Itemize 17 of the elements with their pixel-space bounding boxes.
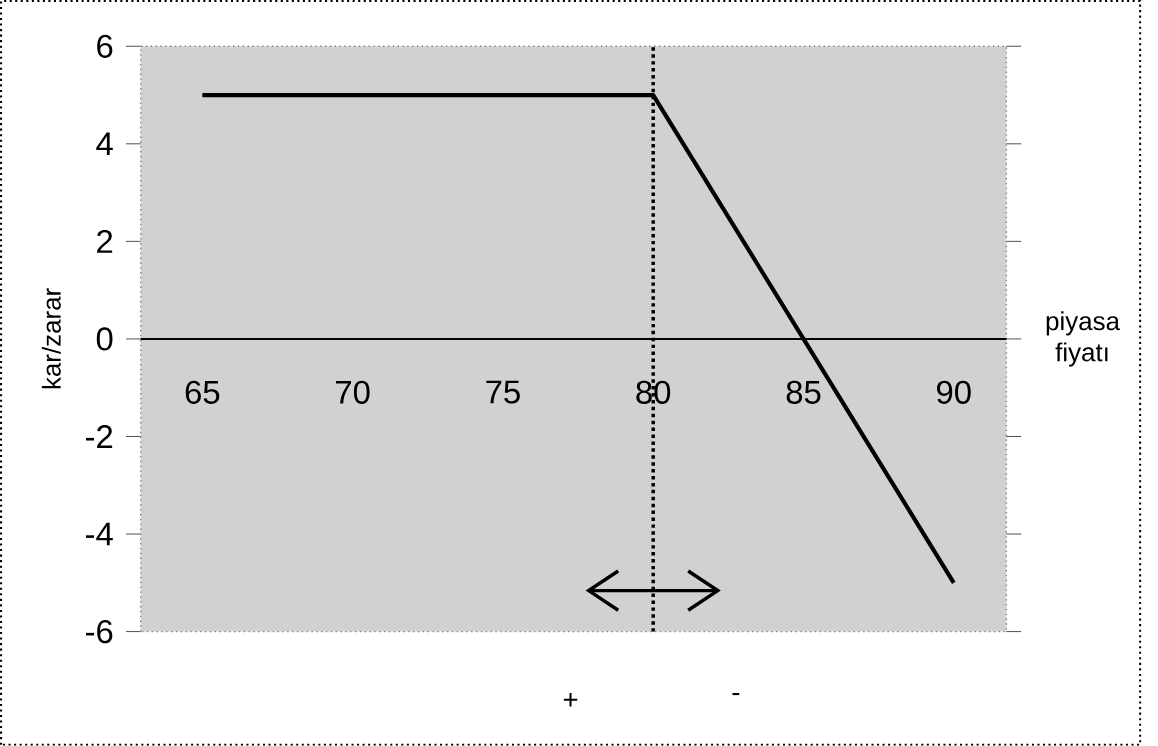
x-tick-label: 75	[486, 380, 520, 404]
y-tick-label: -4	[86, 522, 113, 546]
x-tick-label: 80	[636, 380, 671, 405]
y-tick-label: -6	[86, 620, 113, 644]
x-tick-label: 85	[786, 380, 821, 405]
y-axis-title: kar/zarar	[41, 288, 61, 389]
x-tick-label: 65	[185, 380, 220, 405]
x-axis-title: piyasa fiyatı	[1046, 311, 1120, 367]
y-tick-label: 2	[97, 230, 113, 253]
y-tick-label: -2	[86, 425, 113, 449]
y-tick-label: 4	[96, 132, 113, 156]
y-tick-label: 6	[97, 34, 113, 59]
x-tick-label: 90	[937, 380, 971, 405]
text: +	[563, 693, 578, 707]
x-tick-label: 70	[336, 380, 370, 405]
text: -	[732, 693, 740, 696]
y-tick-label: 0	[96, 327, 113, 351]
